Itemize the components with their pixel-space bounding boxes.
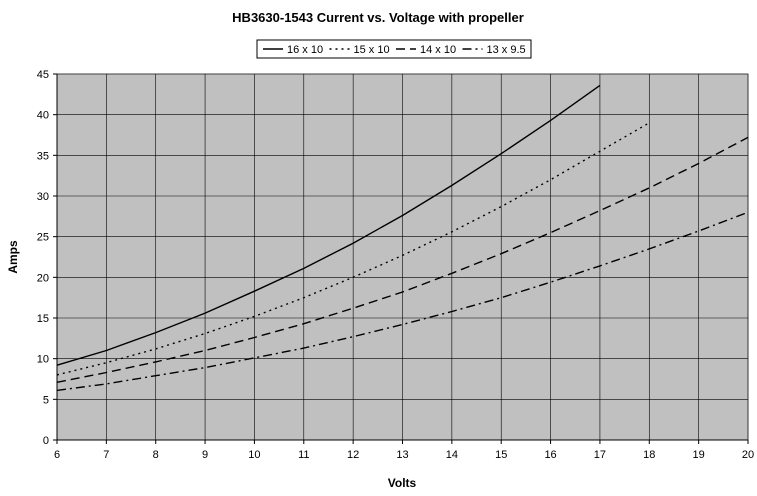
y-tick-label: 40 — [37, 110, 49, 122]
x-tick-label: 8 — [153, 449, 159, 461]
y-tick-label: 30 — [37, 191, 49, 203]
x-axis-ticks: 6 7 8 9 10 11 12 13 14 15 16 17 18 19 20 — [54, 440, 754, 461]
x-tick-label: 9 — [202, 449, 208, 461]
x-tick-label: 19 — [693, 449, 705, 461]
chart-title: HB3630-1543 Current vs. Voltage with pro… — [232, 10, 524, 25]
y-tick-label: 0 — [43, 435, 49, 447]
legend-box — [256, 39, 532, 59]
series-line — [56, 136, 749, 383]
y-tick-label: 45 — [37, 69, 49, 81]
series-layer — [56, 84, 749, 392]
legend-label: 15 x 10 — [354, 44, 390, 56]
x-tick-label: 12 — [347, 449, 359, 461]
x-tick-label: 7 — [103, 449, 109, 461]
grid — [56, 73, 749, 441]
legend-label: 16 x 10 — [287, 44, 323, 56]
x-tick-label: 13 — [396, 449, 408, 461]
x-tick-label: 15 — [495, 449, 507, 461]
x-tick-label: 18 — [643, 449, 655, 461]
y-axis-title: Amps — [6, 240, 20, 274]
y-tick-label: 20 — [37, 272, 49, 284]
legend-label: 13 x 9.5 — [487, 44, 526, 56]
x-tick-label: 10 — [248, 449, 260, 461]
x-tick-label: 6 — [54, 449, 60, 461]
y-tick-label: 35 — [37, 150, 49, 162]
series-line — [56, 122, 650, 376]
y-tick-label: 10 — [37, 354, 49, 366]
series-line — [56, 84, 601, 366]
x-tick-label: 14 — [446, 449, 458, 461]
x-tick-label: 11 — [298, 449, 309, 461]
y-tick-label: 5 — [43, 394, 49, 406]
x-tick-label: 16 — [544, 449, 556, 461]
x-tick-label: 17 — [594, 449, 606, 461]
x-axis-title: Volts — [388, 476, 417, 490]
y-tick-label: 15 — [37, 313, 49, 325]
legend-label: 14 x 10 — [420, 44, 456, 56]
legend: 16 x 10 15 x 10 14 x 10 13 x 9.5 — [256, 39, 532, 59]
series-line — [56, 211, 749, 392]
x-tick-label: 20 — [742, 449, 754, 461]
y-tick-label: 25 — [37, 232, 49, 244]
y-axis-ticks: 0 5 10 15 20 25 30 35 40 45 — [37, 69, 57, 447]
